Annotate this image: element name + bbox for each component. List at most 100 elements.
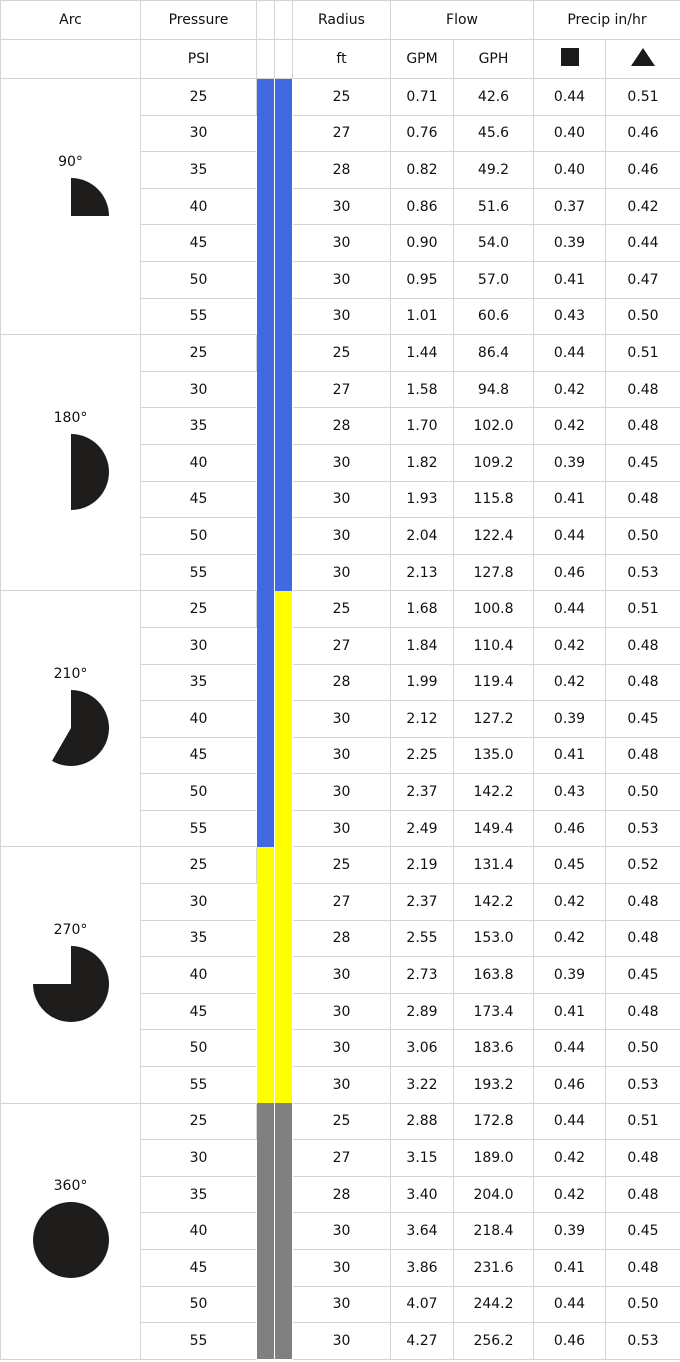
cell: 45.6: [453, 114, 534, 153]
header-cell: GPM: [390, 39, 454, 79]
cell: 110.4: [453, 626, 534, 665]
cell: 2.73: [390, 956, 454, 994]
cell: 0.48: [604, 663, 680, 702]
data-row: 30 27 3.15 189.0 0.42 0.48: [1, 1139, 680, 1177]
color-band: [274, 1103, 293, 1360]
header-cell: Precip in/hr: [532, 0, 680, 40]
cell: 25: [140, 78, 257, 116]
cell: 2.89: [390, 992, 454, 1031]
header-cell: ft: [292, 39, 391, 79]
color-band: [274, 78, 293, 335]
arc-icon: [51, 689, 109, 766]
cell: 27: [292, 626, 391, 665]
cell: 42.6: [453, 78, 534, 116]
cell: 0.48: [604, 407, 680, 445]
cell: 0.41: [533, 992, 606, 1031]
cell: 55: [140, 809, 257, 848]
cell: 0.76: [390, 114, 454, 153]
cell: 135.0: [453, 736, 534, 775]
cell: 45: [140, 1249, 257, 1287]
cell: 25: [140, 846, 257, 885]
cell: 0.53: [604, 1322, 680, 1360]
cell: 25: [140, 334, 257, 372]
cell: 55: [140, 1322, 257, 1360]
cell: 0.42: [533, 1175, 606, 1214]
cell: 0.44: [533, 1285, 606, 1324]
cell: 50: [140, 517, 257, 555]
data-row: 35 28 1.99 119.4 0.42 0.48: [1, 663, 680, 702]
cell: 3.64: [390, 1212, 454, 1250]
data-row: 40 30 2.73 163.8 0.39 0.45: [1, 956, 680, 994]
cell: 0.48: [604, 883, 680, 921]
cell: 30: [292, 480, 391, 519]
color-band: [256, 78, 275, 335]
cell: 1.93: [390, 480, 454, 519]
data-row: 45 30 0.90 54.0 0.39 0.44: [1, 224, 680, 262]
cell: 204.0: [453, 1175, 534, 1214]
cell: 30: [292, 517, 391, 555]
data-row: 45 30 1.93 115.8 0.41 0.48: [1, 480, 680, 519]
cell: 40: [140, 700, 257, 738]
cell: 45: [140, 992, 257, 1031]
data-row: 55 30 3.22 193.2 0.46 0.53: [1, 1066, 680, 1104]
cell: 30: [140, 883, 257, 921]
cell: 0.48: [604, 370, 680, 409]
cell: 0.39: [533, 224, 606, 262]
header-cell: [0, 39, 141, 79]
cell: 0.95: [390, 260, 454, 299]
arc-label: 90°: [58, 153, 83, 170]
cell: 28: [292, 1175, 391, 1214]
arc-icon: [32, 946, 109, 1023]
cell: 27: [292, 1139, 391, 1177]
cell: 40: [140, 443, 257, 482]
data-row: 40 30 3.64 218.4 0.39 0.45: [1, 1212, 680, 1250]
header-cell: Radius: [292, 0, 391, 40]
cell: 0.50: [604, 517, 680, 555]
cell: 0.48: [604, 1139, 680, 1177]
cell: 172.8: [453, 1102, 534, 1141]
arc-label: 180°: [53, 409, 88, 426]
cell: 102.0: [453, 407, 534, 445]
cell: 30: [292, 297, 391, 336]
cell: 30: [292, 553, 391, 592]
cell: 25: [292, 590, 391, 628]
cell: 142.2: [453, 883, 534, 921]
cell: 163.8: [453, 956, 534, 994]
cell: 30: [292, 736, 391, 775]
cell: 0.48: [604, 992, 680, 1031]
cell: 2.04: [390, 517, 454, 555]
cell: 25: [292, 1102, 391, 1141]
data-row: 55 30 4.27 256.2 0.46 0.53: [1, 1322, 680, 1360]
cell: 122.4: [453, 517, 534, 555]
cell: 30: [292, 224, 391, 262]
cell: 30: [292, 187, 391, 226]
cell: 0.71: [390, 78, 454, 116]
data-row: 90° 25 25 0.71 42.6 0.44 0.51: [0, 77, 680, 336]
cell: 30: [292, 809, 391, 848]
cell: 0.51: [604, 1102, 680, 1141]
cell: 0.51: [604, 78, 680, 116]
cell: 127.8: [453, 553, 534, 592]
cell: 0.51: [604, 590, 680, 628]
cell: 0.42: [533, 626, 606, 665]
data-row: 50 30 2.37 142.2 0.43 0.50: [1, 773, 680, 811]
cell: 30: [292, 443, 391, 482]
cell: 100.8: [453, 590, 534, 628]
cell: 50: [140, 260, 257, 299]
cell: 28: [292, 919, 391, 958]
data-row: 55 30 1.01 60.6 0.43 0.50: [1, 297, 680, 336]
cell: 50: [140, 773, 257, 811]
cell: 27: [292, 883, 391, 921]
header-cell: [256, 0, 275, 40]
arc-icon: [32, 1202, 109, 1279]
cell: 30: [140, 626, 257, 665]
cell: 244.2: [453, 1285, 534, 1324]
cell: 0.50: [604, 297, 680, 336]
cell: 1.82: [390, 443, 454, 482]
cell: 0.90: [390, 224, 454, 262]
cell: 0.46: [533, 1066, 606, 1104]
arc-icon: [70, 433, 109, 510]
data-row: 45 30 2.25 135.0 0.41 0.48: [1, 736, 680, 775]
cell: 173.4: [453, 992, 534, 1031]
